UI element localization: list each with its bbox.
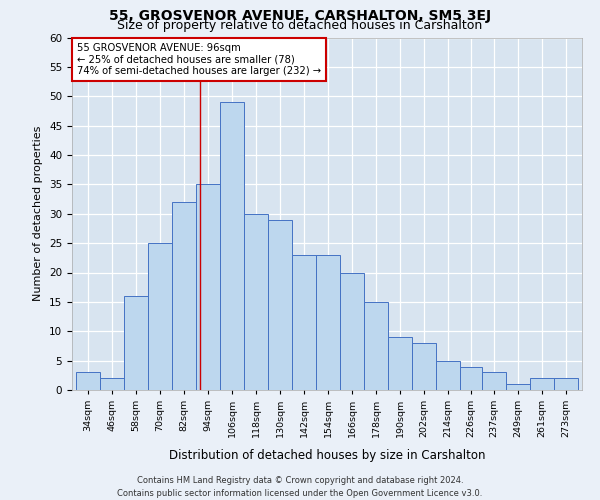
Bar bbox=[316, 255, 340, 390]
Bar bbox=[292, 255, 316, 390]
Bar bbox=[124, 296, 148, 390]
Bar bbox=[482, 372, 506, 390]
Bar bbox=[220, 102, 244, 390]
Text: Contains HM Land Registry data © Crown copyright and database right 2024.
Contai: Contains HM Land Registry data © Crown c… bbox=[118, 476, 482, 498]
X-axis label: Distribution of detached houses by size in Carshalton: Distribution of detached houses by size … bbox=[169, 448, 485, 462]
Bar bbox=[268, 220, 292, 390]
Bar bbox=[76, 372, 100, 390]
Text: Size of property relative to detached houses in Carshalton: Size of property relative to detached ho… bbox=[118, 19, 482, 32]
Bar bbox=[436, 360, 460, 390]
Bar bbox=[244, 214, 268, 390]
Bar bbox=[100, 378, 124, 390]
Bar bbox=[340, 272, 364, 390]
Bar bbox=[388, 337, 412, 390]
Bar bbox=[412, 343, 436, 390]
Bar bbox=[364, 302, 388, 390]
Bar bbox=[554, 378, 578, 390]
Bar bbox=[506, 384, 530, 390]
Text: 55, GROSVENOR AVENUE, CARSHALTON, SM5 3EJ: 55, GROSVENOR AVENUE, CARSHALTON, SM5 3E… bbox=[109, 9, 491, 23]
Y-axis label: Number of detached properties: Number of detached properties bbox=[34, 126, 43, 302]
Bar bbox=[530, 378, 554, 390]
Bar bbox=[196, 184, 220, 390]
Bar bbox=[172, 202, 196, 390]
Bar bbox=[148, 243, 172, 390]
Bar bbox=[460, 366, 482, 390]
Text: 55 GROSVENOR AVENUE: 96sqm
← 25% of detached houses are smaller (78)
74% of semi: 55 GROSVENOR AVENUE: 96sqm ← 25% of deta… bbox=[77, 43, 321, 76]
